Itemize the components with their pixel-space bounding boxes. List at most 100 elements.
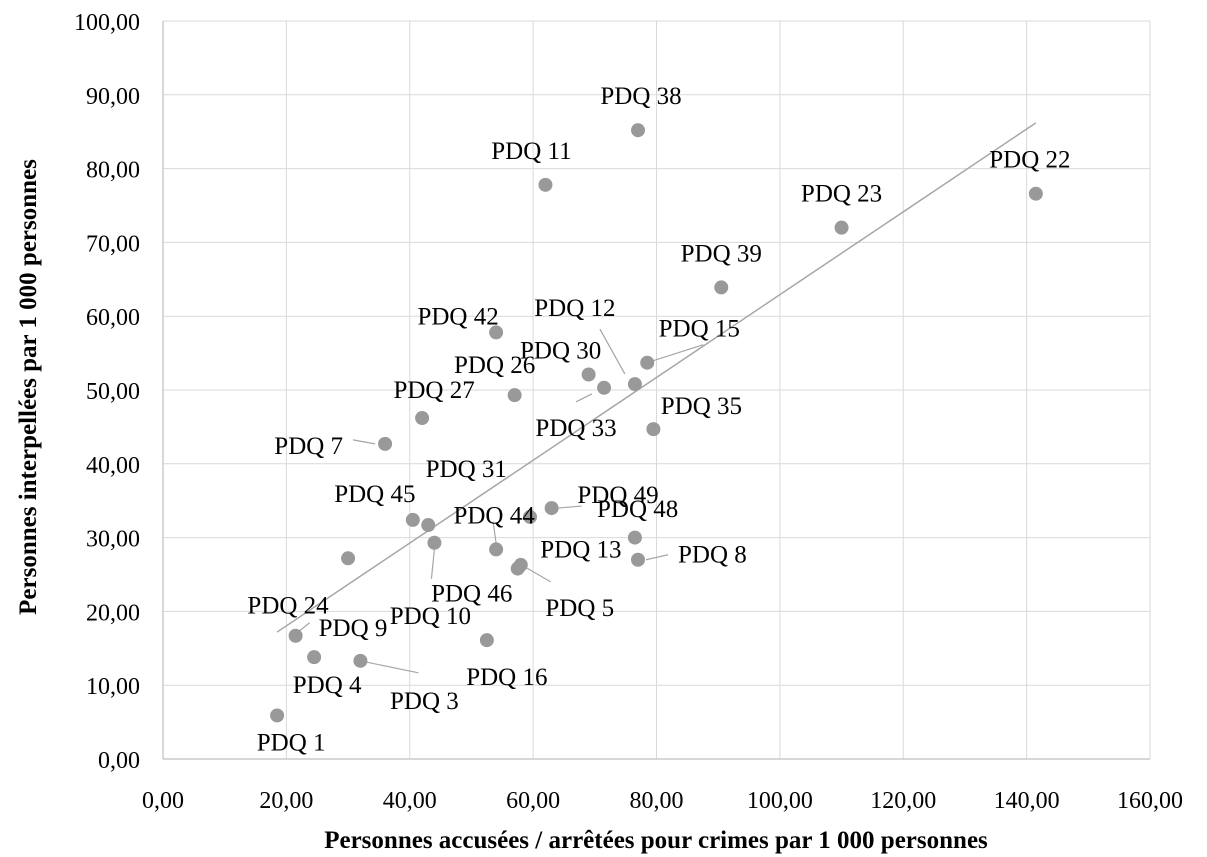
y-tick-label: 90,00: [86, 84, 140, 110]
data-point: [378, 436, 393, 451]
point-label: PDQ 31: [426, 456, 507, 483]
data-point: [627, 530, 642, 545]
point-label: PDQ 49: [577, 482, 658, 509]
data-point: [341, 551, 356, 566]
point-label: PDQ 44: [453, 502, 535, 529]
x-tick-label: 140,00: [994, 788, 1060, 814]
point-label: PDQ 16: [466, 664, 547, 691]
label-leader-line: [557, 505, 582, 509]
y-tick-label: 40,00: [86, 453, 140, 479]
axes: [162, 21, 1150, 760]
data-point: [507, 388, 522, 403]
label-leader-line: [653, 344, 704, 362]
y-tick-label: 60,00: [86, 305, 140, 331]
point-label: PDQ 27: [393, 377, 474, 404]
trendline-layer: [276, 122, 1037, 633]
point-label: PDQ 8: [678, 542, 747, 569]
data-point: [640, 355, 655, 370]
data-point: [630, 123, 645, 138]
data-point: [421, 518, 436, 533]
point-label: PDQ 30: [520, 338, 601, 365]
y-tick-label: 80,00: [86, 158, 140, 184]
point-label: PDQ 12: [534, 295, 615, 322]
label-leader-line: [524, 566, 552, 583]
point-label: PDQ 38: [600, 83, 681, 110]
point-label: PDQ 4: [293, 672, 362, 699]
data-point: [489, 325, 504, 340]
point-label: PDQ 22: [989, 147, 1070, 174]
point-label: PDQ 45: [334, 481, 415, 508]
point-label: PDQ 15: [659, 316, 740, 343]
data-point: [834, 220, 849, 235]
point-label: PDQ 1: [257, 729, 326, 756]
data-point: [627, 377, 642, 392]
label-leader-line: [492, 521, 497, 544]
point-label: PDQ 26: [454, 352, 535, 379]
y-tick-label: 70,00: [86, 231, 140, 257]
point-label: PDQ 9: [319, 615, 388, 642]
label-leader-lines: [299, 328, 704, 674]
point-label: PDQ 48: [597, 496, 678, 523]
data-point: [581, 367, 596, 382]
data-point: [630, 552, 645, 567]
y-tick-label: 50,00: [86, 379, 140, 405]
point-label: PDQ 35: [661, 393, 742, 420]
x-tick-label: 80,00: [630, 788, 684, 814]
x-tick-label: 60,00: [506, 788, 560, 814]
point-label: PDQ 46: [431, 581, 512, 608]
data-point: [489, 542, 504, 557]
data-point: [544, 501, 559, 516]
data-point: [353, 653, 368, 668]
data-point: [415, 411, 430, 426]
label-leader-line: [430, 548, 436, 579]
y-tick-label: 0,00: [98, 748, 140, 774]
y-tick-label: 20,00: [86, 600, 140, 626]
data-point: [523, 509, 538, 524]
point-label: PDQ 33: [535, 415, 616, 442]
label-leader-line: [575, 393, 593, 403]
point-label: PDQ 10: [390, 603, 471, 630]
point-label: PDQ 23: [801, 181, 882, 208]
y-axis-title: Personnes interpellées par 1 000 personn…: [15, 159, 42, 615]
x-tick-label: 160,00: [1117, 788, 1183, 814]
y-tick-label: 100,00: [74, 10, 140, 36]
label-leader-line: [645, 554, 669, 561]
point-label: PDQ 39: [681, 240, 762, 267]
label-leader-line: [599, 328, 626, 375]
y-tick-label: 10,00: [86, 674, 140, 700]
point-label: PDQ 7: [274, 433, 343, 460]
point-label: PDQ 3: [390, 688, 459, 715]
data-point: [538, 177, 553, 192]
data-point: [427, 535, 442, 550]
data-point: [288, 628, 303, 643]
point-label: PDQ 24: [247, 592, 329, 619]
data-points: [270, 123, 1043, 723]
tick-labels: 0,00 20,00 40,00 60,00 80,00 100,00 120,00 140,…: [74, 10, 1183, 814]
data-point: [646, 422, 661, 437]
data-point: [270, 708, 285, 723]
data-point: [307, 650, 322, 665]
data-point: [597, 380, 612, 395]
x-tick-label: 20,00: [259, 788, 313, 814]
data-point: [1028, 186, 1043, 201]
data-point: [405, 512, 420, 527]
label-leader-line: [360, 660, 419, 674]
point-label: PDQ 13: [540, 537, 621, 564]
x-tick-label: 120,00: [870, 788, 936, 814]
data-point: [714, 280, 729, 295]
label-leader-line: [352, 439, 376, 445]
data-point: [510, 561, 525, 576]
data-point: [479, 633, 494, 648]
point-label: PDQ 42: [417, 303, 498, 330]
trendline: [276, 122, 1037, 633]
y-tick-label: 30,00: [86, 527, 140, 553]
x-tick-label: 40,00: [383, 788, 437, 814]
x-tick-label: 100,00: [747, 788, 813, 814]
x-tick-label: 0,00: [142, 788, 184, 814]
grid-lines: [163, 20, 1151, 759]
x-axis-title: Personnes accusées / arrêtées pour crime…: [324, 827, 988, 854]
point-label: PDQ 5: [545, 595, 614, 622]
label-leader-line: [299, 622, 311, 632]
